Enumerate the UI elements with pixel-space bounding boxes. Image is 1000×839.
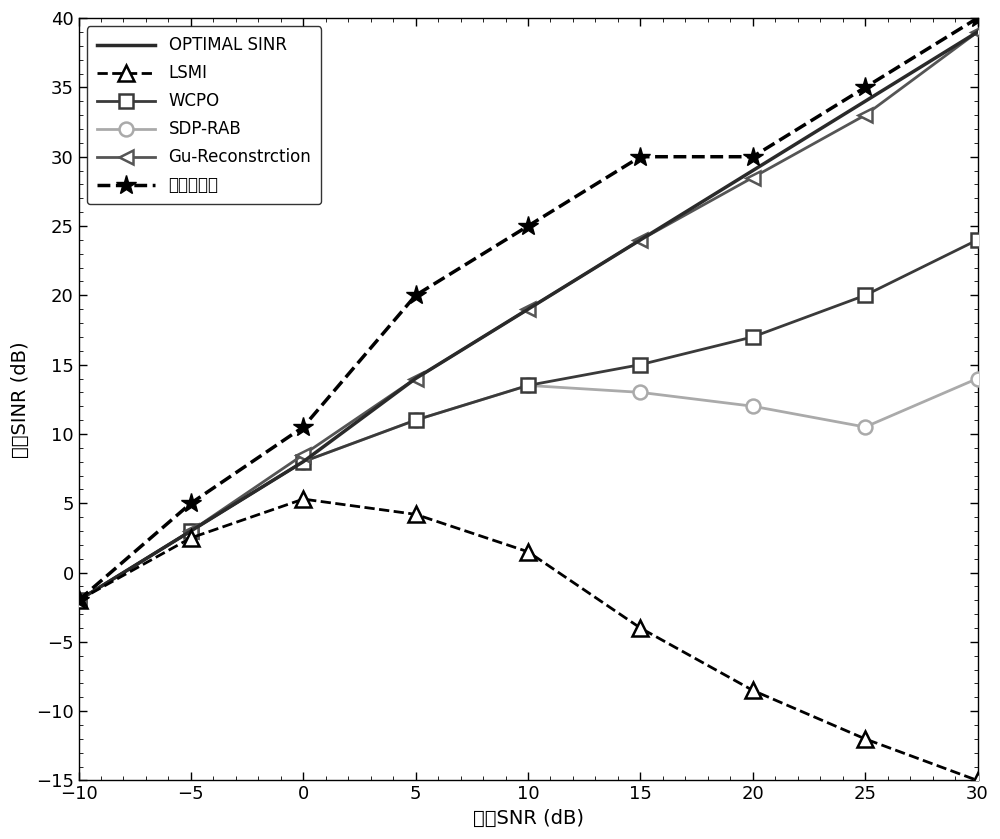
SDP-RAB (634, 388, 646, 398)
WCPO (859, 290, 871, 300)
Y-axis label: 输出SINR (dB): 输出SINR (dB) (11, 341, 30, 457)
LSMI (185, 533, 197, 543)
OPTIMAL SINR (185, 526, 197, 536)
Gu-Reconstrction (634, 235, 646, 245)
Gu-Reconstrction (410, 373, 422, 383)
LSMI (522, 547, 534, 557)
SDP-RAB (859, 422, 871, 432)
Gu-Reconstrction (522, 305, 534, 315)
OPTIMAL SINR (297, 456, 309, 466)
X-axis label: 输入SNR (dB): 输入SNR (dB) (473, 809, 584, 828)
WCPO (297, 456, 309, 466)
WCPO (634, 360, 646, 370)
Gu-Reconstrction (859, 110, 871, 120)
LSMI (297, 494, 309, 504)
Gu-Reconstrction (297, 450, 309, 460)
SDP-RAB (522, 380, 534, 390)
OPTIMAL SINR (634, 235, 646, 245)
WCPO (410, 415, 422, 425)
SDP-RAB (410, 415, 422, 425)
OPTIMAL SINR (73, 595, 85, 605)
LSMI (634, 623, 646, 633)
OPTIMAL SINR (522, 305, 534, 315)
本发明方法 (185, 498, 197, 508)
SDP-RAB (73, 595, 85, 605)
Line: LSMI: LSMI (71, 492, 985, 788)
WCPO (73, 595, 85, 605)
LSMI (410, 509, 422, 519)
本发明方法 (410, 290, 422, 300)
本发明方法 (297, 422, 309, 432)
本发明方法 (859, 82, 871, 92)
Legend: OPTIMAL SINR, LSMI, WCPO, SDP-RAB, Gu-Reconstrction, 本发明方法: OPTIMAL SINR, LSMI, WCPO, SDP-RAB, Gu-Re… (87, 27, 321, 205)
Gu-Reconstrction (73, 595, 85, 605)
LSMI (972, 775, 984, 785)
WCPO (185, 526, 197, 536)
WCPO (747, 332, 759, 342)
本发明方法 (747, 152, 759, 162)
本发明方法 (634, 152, 646, 162)
Line: SDP-RAB: SDP-RAB (72, 372, 984, 607)
Gu-Reconstrction (972, 27, 984, 37)
LSMI (859, 734, 871, 744)
Line: WCPO: WCPO (72, 233, 984, 607)
OPTIMAL SINR (972, 27, 984, 37)
Line: OPTIMAL SINR: OPTIMAL SINR (79, 32, 978, 600)
Line: 本发明方法: 本发明方法 (68, 8, 988, 611)
Gu-Reconstrction (747, 173, 759, 183)
OPTIMAL SINR (859, 96, 871, 107)
WCPO (972, 235, 984, 245)
本发明方法 (972, 13, 984, 23)
SDP-RAB (747, 401, 759, 411)
Gu-Reconstrction (185, 526, 197, 536)
OPTIMAL SINR (410, 373, 422, 383)
WCPO (522, 380, 534, 390)
LSMI (73, 595, 85, 605)
SDP-RAB (972, 373, 984, 383)
SDP-RAB (185, 526, 197, 536)
OPTIMAL SINR (747, 165, 759, 175)
LSMI (747, 685, 759, 696)
Line: Gu-Reconstrction: Gu-Reconstrction (72, 25, 984, 607)
SDP-RAB (297, 456, 309, 466)
本发明方法 (73, 595, 85, 605)
本发明方法 (522, 221, 534, 231)
